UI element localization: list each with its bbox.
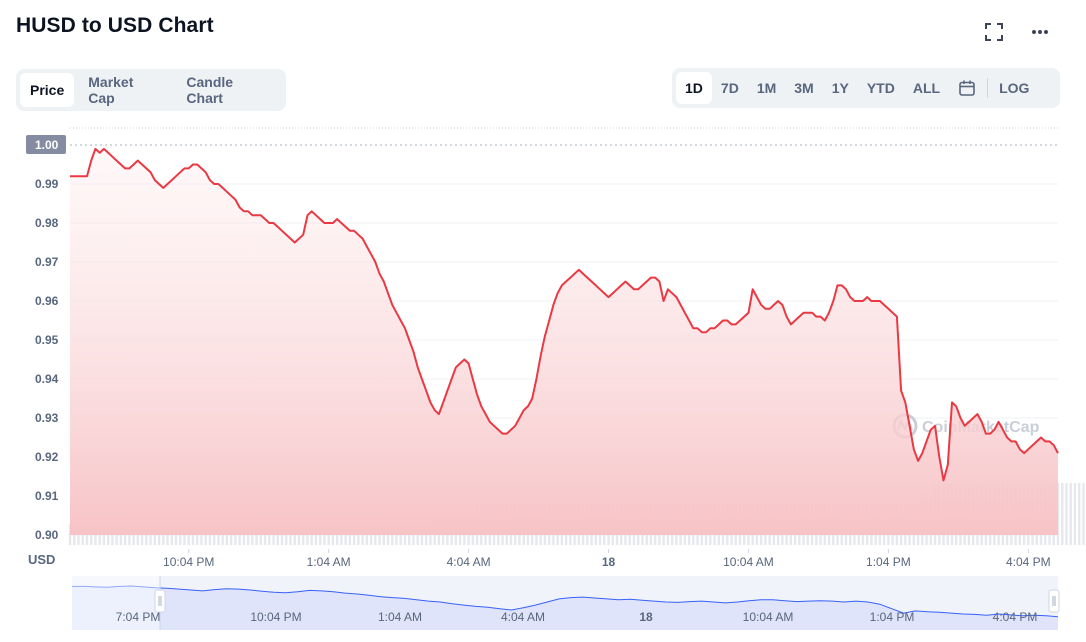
y-tick-label: 0.97 <box>35 255 59 269</box>
currency-label: USD <box>28 552 55 567</box>
y-tick-label: 0.96 <box>35 294 59 308</box>
x-tick-label: 10:04 PM <box>163 555 214 569</box>
volume-bar <box>1082 483 1085 545</box>
x-tick-label: 4:04 AM <box>447 555 491 569</box>
chart-title: HUSD to USD Chart <box>16 14 214 37</box>
volume-bar <box>1073 483 1077 545</box>
navigator-tick-label: 4:04 PM <box>993 610 1038 624</box>
svg-text:1.00: 1.00 <box>35 138 59 152</box>
calendar-icon[interactable] <box>949 72 985 104</box>
y-axis: 0.90 0.91 0.92 0.93 0.94 0.95 0.96 0.97 0.98 0.99 <box>35 177 59 542</box>
y-tick-label: 0.92 <box>35 450 59 464</box>
price-area-fill <box>70 148 1058 535</box>
tab-price[interactable]: Price <box>20 73 75 107</box>
y-tick-label: 0.95 <box>35 333 59 347</box>
navigator-area <box>72 586 1058 630</box>
navigator-tick-label: 18 <box>639 610 653 624</box>
y-tick-label: 0.90 <box>35 528 59 542</box>
volume-bar <box>1069 483 1072 545</box>
log-scale-toggle[interactable]: LOG <box>999 80 1030 96</box>
y-tick-label: 0.99 <box>35 177 59 191</box>
y-tick-label: 0.94 <box>35 372 59 386</box>
navigator-tick-label: 10:04 AM <box>743 610 794 624</box>
navigator-tick-label: 4:04 AM <box>501 610 545 624</box>
range-1d[interactable]: 1D <box>676 72 712 104</box>
navigator-line <box>72 585 1059 618</box>
fullscreen-icon[interactable] <box>984 22 1004 42</box>
navigator-handle-left-body[interactable] <box>154 589 166 613</box>
navigator-tick-label: 1:04 AM <box>378 610 422 624</box>
volume-bar <box>1061 483 1064 545</box>
volume-bar <box>1065 483 1068 545</box>
volume-bar <box>1078 483 1081 545</box>
x-tick-label: 1:04 AM <box>307 555 351 569</box>
y-tick-label: 0.93 <box>35 411 59 425</box>
navigator-handle-right-body[interactable] <box>1048 589 1060 613</box>
navigator-tick-label: 7:04 PM <box>116 610 161 624</box>
range-7d[interactable]: 7D <box>720 80 739 96</box>
x-tick-label: 1:04 PM <box>866 555 911 569</box>
tab-candle-chart[interactable]: Candle Chart <box>186 74 234 106</box>
y-tick-label: 0.98 <box>35 216 59 230</box>
tab-market-cap[interactable]: Market Cap <box>88 74 134 106</box>
navigator-handle-left[interactable] <box>154 589 166 613</box>
current-price-tag: 1.00 <box>26 135 66 154</box>
price-line <box>70 147 1059 482</box>
chart-view-tabs: Price Market Cap Candle Chart <box>16 69 286 111</box>
x-tick-label: 4:04 PM <box>1006 555 1051 569</box>
time-range-tabs: 1D 7D 1M 3M 1Y YTD ALL LOG <box>672 68 1060 108</box>
navigator-tick-label: 1:04 PM <box>870 610 915 624</box>
y-tick-label: 0.91 <box>35 489 59 503</box>
more-dots-icon[interactable] <box>1030 22 1050 42</box>
navigator-tick-label: 10:04 PM <box>250 610 301 624</box>
x-tick-label: 10:04 AM <box>723 555 774 569</box>
range-navigator[interactable]: 7:04 PM 10:04 PM 1:04 AM 4:04 AM 18 10:04 AM 1… <box>72 576 1060 630</box>
range-divider <box>987 78 989 98</box>
range-all[interactable]: ALL <box>912 80 941 96</box>
navigator-handle-right[interactable] <box>1048 589 1060 613</box>
navigator-unselected-region <box>72 576 160 630</box>
range-ytd[interactable]: YTD <box>866 80 895 96</box>
range-1m[interactable]: 1M <box>756 80 777 96</box>
x-axis: 10:04 PM 1:04 AM 4:04 AM 18 10:04 AM 1:04 PM 4… <box>163 549 1051 569</box>
range-3m[interactable]: 3M <box>794 80 814 96</box>
x-tick-label: 18 <box>602 555 616 569</box>
range-1y[interactable]: 1Y <box>831 80 849 96</box>
